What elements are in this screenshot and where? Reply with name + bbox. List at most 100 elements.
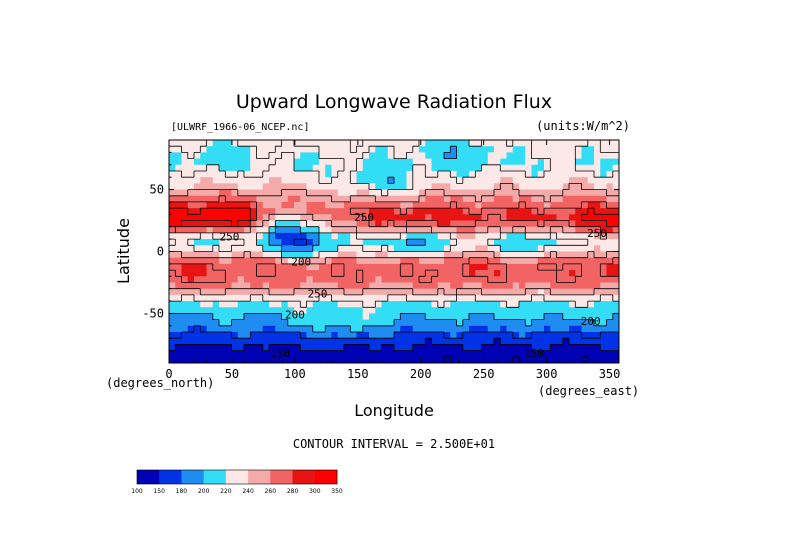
field-cell [587,282,595,290]
field-cell [462,344,470,352]
field-cell [287,201,295,209]
field-cell [319,251,326,259]
field-cell [362,251,370,259]
field-cell [381,319,389,327]
field-cell [494,313,501,321]
field-cell [275,245,283,253]
field-cell [581,332,589,339]
field-cell [556,301,564,308]
field-cell [594,164,601,172]
field-cell [569,263,576,271]
field-cell [581,177,589,184]
field-cell [337,294,345,302]
field-cell [350,251,358,259]
field-cell [500,332,508,339]
field-cell [462,276,470,284]
field-cell [300,239,308,246]
field-cell [612,177,619,184]
field-cell [181,325,189,333]
field-cell [344,158,351,166]
field-cell [350,270,358,277]
field-cell [612,301,619,308]
field-cell [531,263,539,271]
field-cell [481,140,489,147]
field-cell [587,356,595,363]
field-cell [206,270,214,277]
field-cell [350,239,358,246]
field-cell [369,319,376,327]
field-cell [262,263,270,271]
field-cell [381,356,389,363]
field-cell [306,344,314,352]
field-cell [206,344,214,352]
field-cell [269,257,276,265]
field-cell [462,350,470,358]
field-cell [475,251,483,259]
field-cell [206,158,214,166]
field-cell [419,152,426,160]
field-cell [294,201,301,209]
field-cell [419,301,426,308]
field-cell [519,189,526,197]
field-cell [494,350,501,358]
field-cell [187,170,195,178]
field-cell [594,140,601,147]
field-cell [350,325,358,333]
field-cell [231,356,239,363]
field-cell [175,201,183,209]
field-cell [394,294,401,302]
field-cell [512,201,520,209]
field-cell [350,350,358,358]
field-cell [356,140,364,147]
field-cell [362,350,370,358]
field-cell [456,152,464,160]
field-cell [225,332,233,339]
field-cell [250,276,258,284]
field-cell [237,140,245,147]
field-cell [462,164,470,172]
field-cell [550,307,558,315]
field-cell [281,214,289,222]
field-cell [206,263,214,271]
field-cell [375,301,383,308]
field-cell [194,338,201,346]
field-cell [312,201,320,209]
field-cell [300,350,308,358]
field-cell [544,319,551,327]
field-cell [275,232,283,240]
field-cell [325,239,333,246]
field-cell [181,257,189,265]
field-cell [556,140,564,147]
field-cell [312,338,320,346]
field-cell [550,208,558,215]
field-cell [181,170,189,178]
field-cell [262,164,270,172]
field-cell [269,208,276,215]
field-cell [425,307,433,315]
field-cell [606,332,614,339]
field-cell [562,350,570,358]
field-cell [300,208,308,215]
field-cell [606,276,614,284]
field-cell [494,294,501,302]
field-cell [506,164,514,172]
field-cell [194,332,201,339]
field-cell [262,183,270,191]
field-cell [262,226,270,234]
field-cell [331,356,339,363]
field-cell [244,245,251,253]
field-cell [381,239,389,246]
field-cell [269,282,276,290]
field-cell [612,282,619,290]
field-cell [244,270,251,277]
field-cell [300,251,308,259]
field-cell [444,201,451,209]
field-cell [387,158,395,166]
field-cell [550,189,558,197]
field-cell [406,263,414,271]
field-cell [569,220,576,228]
field-cell [306,220,314,228]
field-cell [306,263,314,271]
field-cell [237,201,245,209]
field-cell [425,270,433,277]
